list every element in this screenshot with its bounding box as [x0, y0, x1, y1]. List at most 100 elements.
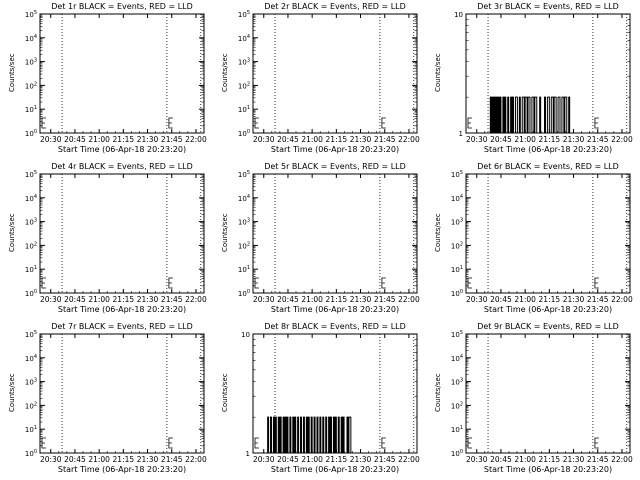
chart-title: Det 5r BLACK = Events, RED = LLD — [264, 162, 406, 171]
y-tick-label: 101 — [238, 265, 250, 274]
y-tick-label: 100 — [451, 449, 463, 458]
y-tick-label: 103 — [25, 218, 37, 227]
y-tick-label: 100 — [25, 129, 37, 138]
detector-panel: Det 4r BLACK = Events, RED = LLD Counts/s… — [0, 160, 213, 320]
detector-panel: Det 2r BLACK = Events, RED = LLD Counts/s… — [213, 0, 426, 160]
x-tick-label: 21:30 — [350, 455, 372, 464]
x-tick-label: 22:00 — [398, 455, 420, 464]
chart-title: Det 4r BLACK = Events, RED = LLD — [51, 162, 193, 171]
plot-area: 20:30 20:45 21:00 21:15 21:30 21:45 22:00 1 10 — [241, 331, 420, 464]
x-tick-label: 21:45 — [587, 455, 609, 464]
y-tick-label: 105 — [25, 10, 37, 19]
data-marker — [467, 277, 472, 289]
x-tick-label: 21:30 — [137, 455, 159, 464]
data-marker — [168, 277, 173, 289]
x-tick-label: 20:45 — [277, 135, 299, 144]
detector-panel: Det 5r BLACK = Events, RED = LLD Counts/s… — [213, 160, 426, 320]
y-tick-label: 105 — [451, 330, 463, 339]
plot-area: 20:30 20:45 21:00 21:15 21:30 21:45 22:00 100 10… — [25, 10, 207, 144]
plot-area: 20:30 20:45 21:00 21:15 21:30 21:45 22:00 100 10… — [238, 170, 420, 304]
x-tick-label: 20:30 — [253, 135, 275, 144]
y-tick-label: 1 — [246, 450, 250, 458]
x-tick-label: 20:30 — [466, 135, 488, 144]
axes-frame — [39, 13, 205, 134]
x-tick-label: 20:45 — [490, 295, 512, 304]
x-tick-label: 21:45 — [161, 295, 183, 304]
y-tick-label: 102 — [25, 401, 37, 410]
events-series-line — [489, 96, 571, 134]
x-tick-label: 21:30 — [563, 295, 585, 304]
x-tick-label: 21:45 — [374, 455, 396, 464]
y-tick-label: 103 — [451, 378, 463, 387]
detector-panel: Det 8r BLACK = Events, RED = LLD Counts/s… — [213, 320, 426, 480]
x-tick-label: 21:30 — [563, 455, 585, 464]
plot-area: 20:30 20:45 21:00 21:15 21:30 21:45 22:00 100 10… — [451, 330, 633, 464]
x-tick-label: 21:15 — [326, 135, 348, 144]
axes-frame — [39, 173, 205, 294]
y-tick-label: 1 — [459, 130, 463, 138]
x-tick-label: 22:00 — [611, 295, 633, 304]
y-tick-label: 104 — [238, 34, 250, 43]
y-tick-label: 10 — [241, 331, 250, 339]
plot-area: 20:30 20:45 21:00 21:15 21:30 21:45 22:00 100 10… — [238, 10, 420, 144]
y-tick-label: 105 — [25, 330, 37, 339]
y-tick-label: 103 — [451, 218, 463, 227]
axes-frame — [465, 333, 631, 454]
x-axis-label: Start Time (06-Apr-18 20:23:20) — [57, 145, 187, 154]
x-tick-label: 21:00 — [514, 455, 536, 464]
detector-panel: Det 3r BLACK = Events, RED = LLD Counts/s… — [426, 0, 639, 160]
y-tick-label: 100 — [25, 449, 37, 458]
x-tick-label: 22:00 — [185, 135, 207, 144]
y-tick-label: 100 — [238, 129, 250, 138]
plot-area: 20:30 20:45 21:00 21:15 21:30 21:45 22:00 100 10… — [25, 170, 207, 304]
data-marker — [467, 437, 472, 449]
x-tick-label: 21:00 — [301, 295, 323, 304]
x-tick-label: 21:45 — [374, 135, 396, 144]
y-tick-label: 104 — [25, 34, 37, 43]
data-marker — [381, 117, 386, 129]
x-axis-label: Start Time (06-Apr-18 20:23:20) — [57, 305, 187, 314]
x-tick-label: 21:15 — [113, 295, 135, 304]
y-tick-label: 101 — [451, 425, 463, 434]
x-tick-label: 21:15 — [326, 295, 348, 304]
data-marker — [254, 277, 259, 289]
y-tick-label: 103 — [238, 218, 250, 227]
data-marker — [594, 277, 599, 289]
chart-title: Det 1r BLACK = Events, RED = LLD — [51, 2, 193, 11]
y-tick-label: 102 — [451, 241, 463, 250]
y-tick-label: 105 — [25, 170, 37, 179]
y-tick-label: 101 — [238, 105, 250, 114]
chart-title: Det 6r BLACK = Events, RED = LLD — [477, 162, 619, 171]
x-tick-label: 21:00 — [301, 135, 323, 144]
x-tick-label: 21:45 — [161, 135, 183, 144]
y-tick-label: 105 — [238, 10, 250, 19]
x-tick-label: 21:30 — [563, 135, 585, 144]
x-tick-label: 20:30 — [253, 455, 275, 464]
x-tick-label: 20:30 — [40, 295, 62, 304]
data-marker — [594, 437, 599, 449]
chart-title: Det 3r BLACK = Events, RED = LLD — [477, 2, 619, 11]
y-tick-label: 104 — [451, 354, 463, 363]
x-tick-label: 20:45 — [64, 295, 86, 304]
y-tick-label: 105 — [238, 170, 250, 179]
x-tick-label: 21:30 — [137, 135, 159, 144]
x-tick-label: 21:45 — [587, 295, 609, 304]
y-tick-label: 100 — [451, 289, 463, 298]
y-tick-label: 102 — [238, 241, 250, 250]
x-tick-label: 20:45 — [64, 135, 86, 144]
y-tick-label: 104 — [238, 194, 250, 203]
data-marker — [381, 437, 386, 449]
x-tick-label: 21:15 — [326, 455, 348, 464]
plot-area: 20:30 20:45 21:00 21:15 21:30 21:45 22:00 1 10 — [454, 11, 633, 144]
data-marker — [41, 117, 46, 129]
y-tick-label: 105 — [451, 170, 463, 179]
data-marker — [168, 117, 173, 129]
data-marker — [594, 117, 599, 129]
y-tick-label: 102 — [25, 241, 37, 250]
y-tick-label: 104 — [451, 194, 463, 203]
x-tick-label: 21:00 — [88, 295, 110, 304]
x-tick-label: 20:45 — [277, 295, 299, 304]
y-tick-label: 104 — [25, 194, 37, 203]
x-tick-label: 21:00 — [301, 455, 323, 464]
plot-area: 20:30 20:45 21:00 21:15 21:30 21:45 22:00 100 10… — [451, 170, 633, 304]
